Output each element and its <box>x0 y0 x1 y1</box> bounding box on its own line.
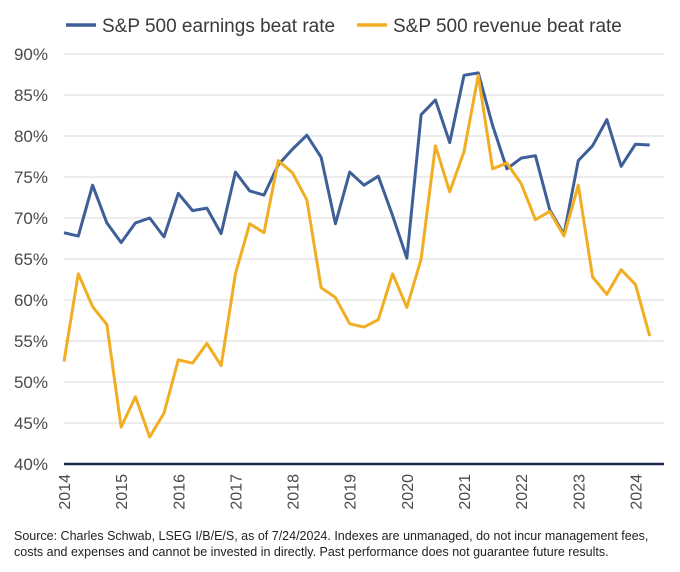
legend-label-earnings: S&P 500 earnings beat rate <box>102 16 335 37</box>
y-tick-label: 50% <box>14 373 48 392</box>
series-lines <box>62 71 652 439</box>
y-tick-label: 60% <box>14 291 48 310</box>
x-tick-label: 2021 <box>457 474 474 510</box>
x-tick-label: 2017 <box>228 474 245 510</box>
y-tick-label: 45% <box>14 414 48 433</box>
x-axis-ticks: 2014 2015 2016 2017 2018 2019 2020 2021 2022 2023… <box>57 474 645 510</box>
x-tick-label: 2020 <box>400 474 417 510</box>
y-tick-label: 90% <box>14 45 48 64</box>
x-tick-label: 2014 <box>57 474 74 510</box>
x-tick-label: 2022 <box>514 474 531 510</box>
x-tick-label: 2016 <box>171 474 188 510</box>
y-tick-label: 65% <box>14 250 48 269</box>
y-tick-label: 40% <box>14 455 48 474</box>
x-tick-label: 2015 <box>114 474 131 510</box>
y-tick-label: 70% <box>14 209 48 228</box>
gridlines <box>64 53 664 424</box>
legend-label-revenue: S&P 500 revenue beat rate <box>393 16 622 37</box>
x-tick-label: 2018 <box>286 474 303 510</box>
x-tick-label: 2023 <box>571 474 588 510</box>
legend: S&P 500 earnings beat rate S&P 500 reven… <box>66 16 622 37</box>
series-line-revenue <box>62 73 652 439</box>
x-tick-label: 2024 <box>628 474 645 510</box>
y-tick-label: 55% <box>14 332 48 351</box>
y-tick-label: 75% <box>14 168 48 187</box>
x-tick-label: 2019 <box>343 474 360 510</box>
source-note: Source: Charles Schwab, LSEG I/B/E/S, as… <box>14 529 649 559</box>
y-tick-label: 85% <box>14 86 48 105</box>
y-tick-label: 80% <box>14 127 48 146</box>
y-axis-ticks: 40% 45% 50% 55% 60% 65% 70% 75% 80% 85% 90% <box>14 45 48 474</box>
